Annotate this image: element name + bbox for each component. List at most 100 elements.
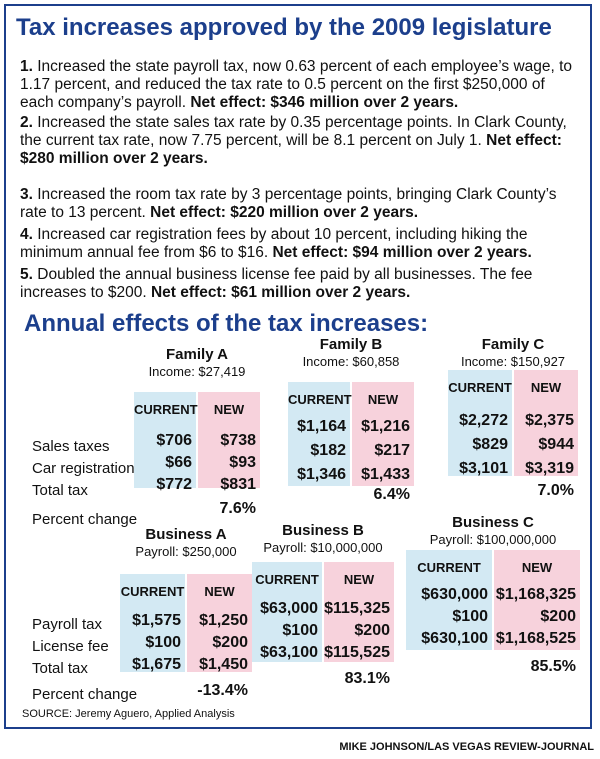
current-value: $1,575 [132, 612, 181, 629]
section-title: Annual effects of the tax increases: [24, 310, 429, 337]
source: SOURCE: Jeremy Aguero, Applied Analysis [22, 708, 235, 720]
current-value: $63,100 [260, 644, 318, 661]
block-subtitle: Income: $60,858 [302, 354, 400, 369]
current-value: $1,346 [297, 466, 346, 483]
new-label: NEW [530, 380, 562, 395]
item-effect: Net effect: $61 million over 2 years. [150, 284, 411, 301]
new-value: $1,433 [361, 466, 410, 483]
current-value: $2,272 [459, 412, 508, 429]
current-value: $1,164 [297, 418, 346, 435]
percent-change: 7.6% [219, 500, 256, 517]
block-subtitle: Payroll: $10,000,000 [263, 540, 383, 555]
current-value: $706 [156, 432, 192, 449]
item: 5. Doubled the annual business license f… [20, 266, 580, 302]
block-name: Business A [145, 526, 227, 543]
item-text: Increased car registration fees by about… [20, 226, 528, 261]
current-value: $829 [472, 436, 508, 453]
new-value: $115,525 [324, 644, 390, 661]
item-effect: Net effect: $220 million over 2 years. [150, 204, 419, 221]
title: Tax increases approved by the 2009 legis… [16, 14, 552, 41]
new-label: NEW [213, 402, 245, 417]
current-label: CURRENT [134, 402, 198, 417]
current-label: CURRENT [417, 560, 481, 575]
new-value: $3,319 [525, 460, 574, 477]
item-text: Increased the room tax rate by 3 percent… [20, 186, 557, 221]
new-value: $738 [220, 432, 256, 449]
row-label: Percent change [32, 511, 138, 528]
new-box [187, 574, 252, 672]
row-label: Payroll tax [32, 616, 103, 633]
percent-change: 85.5% [530, 658, 576, 675]
current-value: $100 [282, 622, 318, 639]
block-subtitle: Payroll: $250,000 [135, 544, 237, 559]
row-label: Total tax [32, 660, 88, 677]
item: 4. Increased car registration fees by ab… [20, 226, 580, 262]
item-number: 3. [20, 186, 33, 203]
current-value: $630,000 [421, 586, 488, 603]
new-value: $200 [354, 622, 390, 639]
new-label: NEW [367, 392, 399, 407]
item-number: 4. [20, 226, 33, 243]
current-value: $100 [145, 634, 181, 651]
current-value: $182 [310, 442, 346, 459]
percent-change: 83.1% [344, 670, 390, 687]
block-subtitle: Income: $150,927 [460, 354, 566, 369]
new-value: $1,216 [361, 418, 410, 435]
current-label: CURRENT [255, 572, 319, 587]
new-value: $944 [538, 436, 574, 453]
current-value: $3,101 [459, 460, 508, 477]
current-label: CURRENT [448, 380, 512, 395]
current-value: $1,675 [132, 656, 181, 673]
item-effect: Net effect: $346 million over 2 years. [190, 94, 459, 111]
current-box [406, 550, 492, 650]
block-subtitle: Income: $27,419 [148, 364, 246, 379]
new-value: $1,168,325 [495, 586, 576, 603]
block-name: Business C [452, 514, 534, 531]
new-box [494, 550, 580, 650]
percent-change: 7.0% [537, 482, 574, 499]
percent-change: -13.4% [197, 682, 248, 699]
new-value: $2,375 [525, 412, 574, 429]
new-value: $200 [212, 634, 248, 651]
row-label: License fee [32, 638, 109, 655]
item: 3. Increased the room tax rate by 3 perc… [20, 186, 580, 222]
block-subtitle: Payroll: $100,000,000 [429, 532, 557, 547]
new-box [198, 392, 260, 488]
percent-change: 6.4% [373, 486, 410, 503]
new-label: NEW [204, 584, 235, 599]
current-value: $66 [165, 454, 192, 471]
current-value: $630,100 [421, 630, 488, 647]
new-value: $1,168,525 [495, 630, 576, 647]
new-value: $200 [540, 608, 576, 625]
item: 1. Increased the state payroll tax, now … [20, 58, 580, 112]
new-box [324, 562, 394, 662]
new-value: $217 [374, 442, 410, 459]
block-name: Family B [319, 336, 383, 353]
current-value: $63,000 [260, 600, 318, 617]
new-label: NEW [521, 560, 553, 575]
item: 2. Increased the state sales tax rate by… [20, 114, 580, 168]
item-effect: Net effect: $280 million over 2 years. [20, 132, 562, 167]
new-value: $1,250 [199, 612, 248, 629]
row-label: Total tax [32, 482, 88, 499]
new-box [514, 370, 578, 476]
card: Tax increases approved by the 2009 legis… [4, 4, 592, 729]
row-label: Car registration [32, 460, 135, 477]
current-label: CURRENT [288, 392, 352, 407]
new-box [352, 382, 414, 486]
row-label: Percent change [32, 686, 138, 703]
new-label: NEW [343, 572, 375, 587]
item-text: Doubled the annual business license fee … [20, 266, 533, 301]
current-value: $772 [156, 476, 192, 493]
item-effect: Net effect: $94 million over 2 years. [272, 244, 532, 261]
new-value: $93 [229, 454, 256, 471]
current-box [288, 382, 350, 486]
current-box [448, 370, 512, 476]
block-name: Business B [282, 522, 364, 539]
block-name: Family C [481, 336, 545, 353]
item-text: Increased the state sales tax rate by 0.… [20, 114, 567, 149]
new-value: $115,325 [324, 600, 390, 617]
current-value: $100 [452, 608, 488, 625]
current-box [252, 562, 322, 662]
